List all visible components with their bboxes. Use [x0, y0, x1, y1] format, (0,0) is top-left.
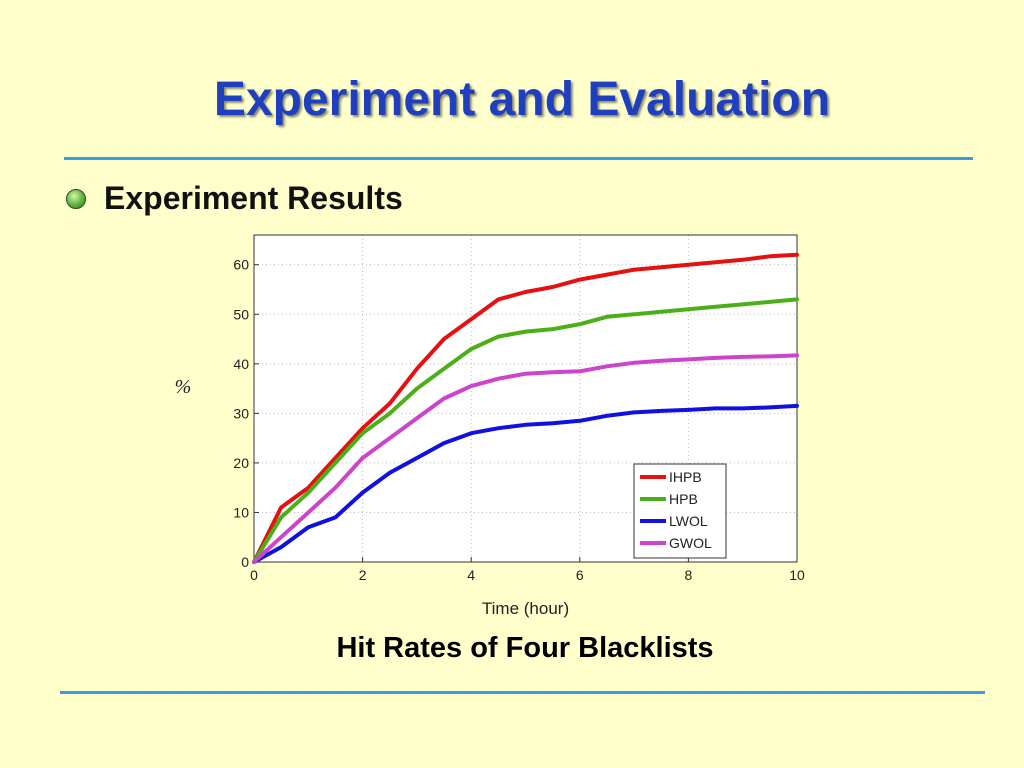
x-tick-label: 4	[467, 567, 475, 583]
y-tick-label: 20	[233, 455, 249, 471]
series-line-lwol	[252, 403, 799, 564]
slide-title: Experiment and Evaluation	[213, 73, 831, 126]
series-line-hpb	[252, 297, 799, 564]
x-tick-label: 8	[685, 567, 693, 583]
series-line-ihpb	[252, 252, 799, 564]
y-tick-label: 10	[233, 504, 249, 520]
series-line-gwol	[252, 353, 799, 564]
bottom-divider	[60, 691, 985, 694]
y-tick-label: 0	[241, 554, 249, 570]
bullet-text: Experiment Results	[104, 180, 403, 216]
x-tick-label: 10	[789, 567, 805, 583]
legend-label: GWOL	[669, 535, 712, 551]
y-tick-label: 40	[233, 356, 249, 372]
x-axis-label: Time (hour)	[482, 599, 569, 618]
legend-label: HPB	[669, 491, 698, 507]
x-tick-label: 0	[250, 567, 258, 583]
y-tick-label: 50	[233, 306, 249, 322]
title-divider	[64, 157, 973, 160]
legend-label: IHPB	[669, 469, 702, 485]
chart-caption: Hit Rates of Four Blacklists	[336, 632, 714, 664]
green-bullet-icon	[66, 188, 86, 209]
bullet-item: Experiment Results	[66, 180, 403, 217]
legend-label: LWOL	[669, 513, 708, 529]
y-tick-label: 30	[233, 405, 249, 421]
plot-frame	[253, 234, 798, 563]
x-tick-label: 6	[576, 567, 584, 583]
y-axis-label: %	[175, 376, 192, 398]
x-tick-label: 2	[359, 567, 367, 583]
y-tick-label: 60	[233, 257, 249, 273]
